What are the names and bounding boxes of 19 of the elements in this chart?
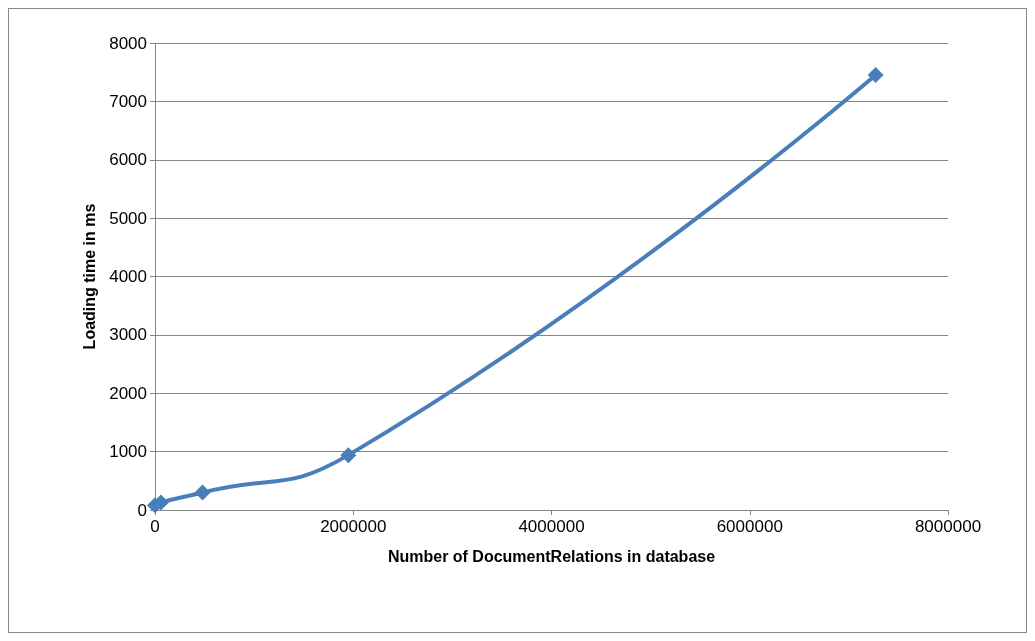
x-tick-label: 4000000 (518, 517, 585, 536)
y-tick-label: 6000 (109, 150, 147, 170)
y-tick-label: 1000 (109, 442, 147, 462)
x-tick-label: 8000000 (914, 517, 982, 536)
point (340, 447, 357, 464)
x-tick-label: 0 (150, 517, 160, 536)
y-tick-label: 4000 (109, 267, 147, 286)
point (867, 67, 884, 84)
x-axis-title: Number of DocumentRelations in database (387, 547, 716, 565)
y-tick-label: 0 (137, 500, 147, 520)
y-tick-label: 8000 (109, 33, 147, 53)
x-tick-label: 2000000 (320, 517, 387, 536)
y-tick-label: 2000 (109, 383, 147, 403)
y-tick-label: 3000 (109, 325, 147, 345)
y-axis-title: Loading time in ms (80, 203, 98, 350)
x-tick-label: 6000000 (716, 517, 783, 536)
y-tick-label: 5000 (109, 208, 147, 228)
point (194, 484, 211, 501)
y-tick-label: 7000 (109, 91, 147, 111)
